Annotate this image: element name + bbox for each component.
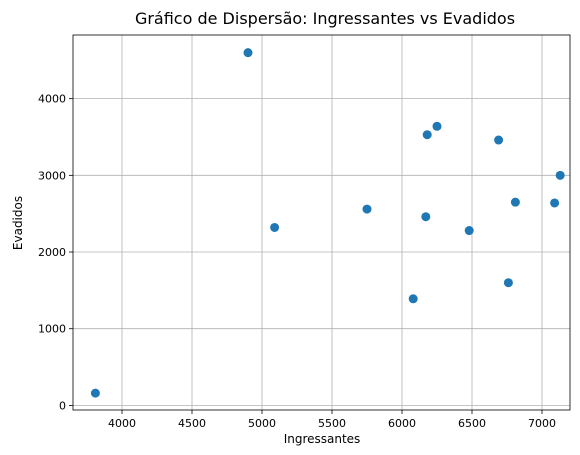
x-tick-label: 6000 bbox=[388, 417, 416, 430]
scatter-point bbox=[510, 197, 520, 207]
chart-title: Gráfico de Dispersão: Ingressantes vs Ev… bbox=[135, 9, 515, 28]
y-tick-label: 3000 bbox=[38, 169, 66, 182]
scatter-point bbox=[464, 226, 474, 236]
x-tick-label: 4000 bbox=[108, 417, 136, 430]
plot-frame bbox=[72, 34, 571, 411]
scatter-point bbox=[503, 278, 513, 288]
data-points bbox=[90, 48, 565, 398]
x-tick-label: 7000 bbox=[528, 417, 556, 430]
y-tick-label: 2000 bbox=[38, 246, 66, 259]
y-tick-label: 1000 bbox=[38, 323, 66, 336]
scatter-point bbox=[422, 130, 432, 140]
scatter-point bbox=[362, 204, 372, 214]
x-tick-label: 6500 bbox=[458, 417, 486, 430]
y-axis-label: Evadidos bbox=[11, 196, 25, 250]
scatter-point bbox=[555, 170, 565, 180]
scatter-point bbox=[243, 48, 253, 58]
scatter-point bbox=[408, 294, 418, 304]
axis-ticks: 4000 4500 5000 5500 6000 6500 7000 0 1000 2000 300… bbox=[38, 93, 556, 430]
scatter-point bbox=[432, 121, 442, 131]
scatter-point bbox=[494, 135, 504, 145]
x-tick-label: 4500 bbox=[178, 417, 206, 430]
scatter-point bbox=[421, 212, 431, 222]
scatter-point bbox=[270, 222, 280, 232]
grid-lines bbox=[73, 35, 570, 410]
x-tick-label: 5000 bbox=[248, 417, 276, 430]
scatter-point bbox=[550, 198, 560, 208]
x-axis-label: Ingressantes bbox=[284, 432, 361, 446]
x-tick-label: 5500 bbox=[318, 417, 346, 430]
y-tick-label: 0 bbox=[59, 399, 66, 412]
y-tick-label: 4000 bbox=[38, 93, 66, 106]
scatter-point bbox=[90, 388, 100, 398]
